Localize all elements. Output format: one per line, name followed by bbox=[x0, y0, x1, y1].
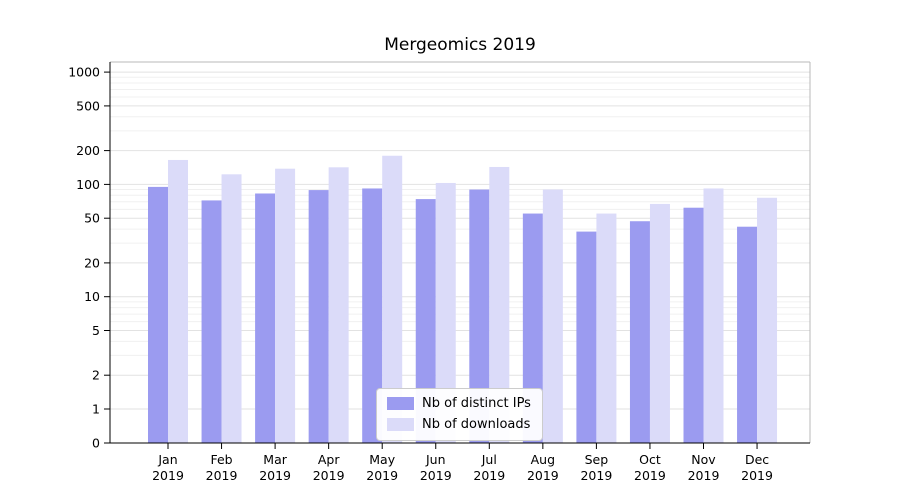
y-tick-label: 0 bbox=[92, 436, 100, 451]
y-tick-label: 200 bbox=[76, 143, 100, 158]
x-tick-label: Dec 2019 bbox=[741, 452, 773, 483]
bar-may-downloads bbox=[382, 155, 403, 443]
bar-jan-downloads bbox=[168, 159, 188, 443]
legend-label-downloads: Nb of downloads bbox=[422, 417, 531, 432]
x-tick-label: Jun 2019 bbox=[420, 452, 452, 483]
bar-feb-ips bbox=[201, 200, 222, 443]
chart-legend: Nb of distinct IPs Nb of downloads bbox=[376, 388, 543, 441]
bar-nov-ips bbox=[683, 207, 704, 443]
bar-may-ips bbox=[362, 188, 383, 443]
x-tick-label: Feb 2019 bbox=[206, 452, 238, 483]
legend-swatch-distinct-ips bbox=[387, 397, 414, 410]
bar-mar-downloads bbox=[275, 168, 296, 443]
y-tick-label: 10 bbox=[84, 289, 100, 304]
x-tick-label: May 2019 bbox=[366, 452, 398, 483]
legend-entry-distinct-ips: Nb of distinct IPs bbox=[387, 396, 531, 411]
x-tick-label: Nov 2019 bbox=[688, 452, 720, 483]
bar-apr-downloads bbox=[328, 167, 349, 443]
bar-sep-downloads bbox=[596, 213, 617, 443]
legend-entry-downloads: Nb of downloads bbox=[387, 417, 531, 432]
bar-jul-ips bbox=[469, 189, 490, 443]
y-tick-label: 500 bbox=[76, 98, 100, 113]
legend-label-distinct-ips: Nb of distinct IPs bbox=[422, 396, 531, 411]
bar-jan-ips bbox=[148, 186, 168, 443]
chart-title: Mergeomics 2019 bbox=[384, 35, 536, 55]
bar-aug-ips bbox=[522, 213, 543, 443]
bar-jun-ips bbox=[415, 199, 436, 443]
bar-sep-ips bbox=[576, 231, 597, 443]
x-tick-label: Jul 2019 bbox=[473, 452, 505, 483]
bar-oct-downloads bbox=[649, 203, 670, 443]
x-tick-label: Apr 2019 bbox=[313, 452, 345, 483]
y-tick-label: 1 bbox=[92, 402, 100, 417]
y-tick-label: 5 bbox=[92, 323, 100, 338]
bar-apr-ips bbox=[308, 190, 329, 443]
y-tick-label: 2 bbox=[92, 368, 100, 383]
x-tick-label: Mar 2019 bbox=[259, 452, 291, 483]
bar-mar-ips bbox=[255, 193, 276, 443]
bar-oct-ips bbox=[629, 221, 650, 443]
bar-jul-downloads bbox=[489, 166, 510, 444]
x-tick-label: Aug 2019 bbox=[527, 452, 559, 483]
bar-dec-ips bbox=[737, 226, 758, 443]
bar-nov-downloads bbox=[703, 188, 724, 443]
bar-jun-downloads bbox=[435, 182, 456, 443]
bar-feb-downloads bbox=[221, 174, 242, 443]
x-tick-label: Jan 2019 bbox=[152, 452, 184, 483]
x-tick-label: Sep 2019 bbox=[580, 452, 612, 483]
legend-swatch-downloads bbox=[387, 418, 414, 431]
y-tick-label: 50 bbox=[84, 211, 100, 226]
bar-series-downloads bbox=[168, 155, 778, 444]
y-tick-label: 20 bbox=[84, 255, 100, 270]
bar-series-distinct-ips bbox=[148, 186, 758, 443]
bar-aug-downloads bbox=[542, 189, 563, 443]
y-tick-label: 100 bbox=[76, 177, 100, 192]
x-tick-label: Oct 2019 bbox=[634, 452, 666, 483]
bar-dec-downloads bbox=[757, 197, 778, 443]
y-tick-label: 1000 bbox=[68, 65, 100, 80]
